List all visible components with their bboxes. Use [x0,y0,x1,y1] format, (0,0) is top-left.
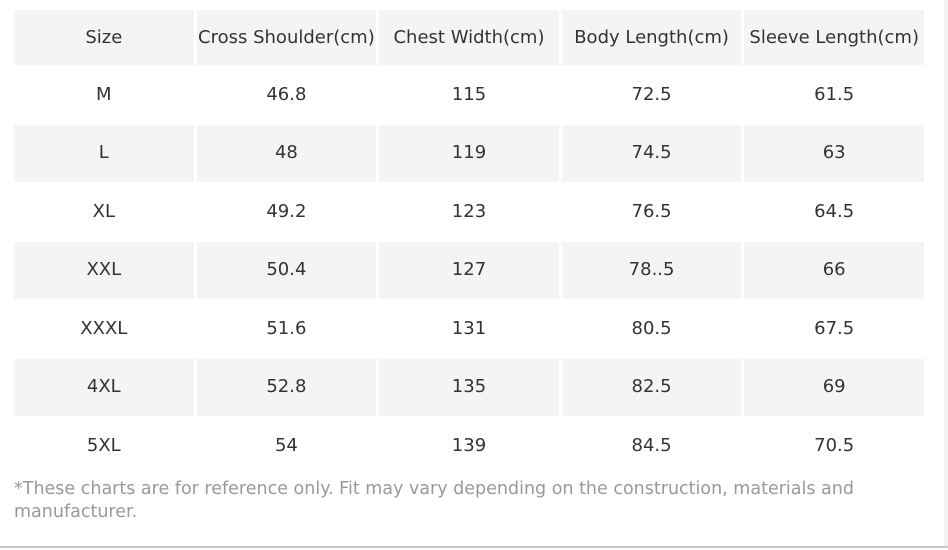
cell-sleeve-length: 70.5 [744,416,924,475]
cell-size: XL [14,182,194,241]
cell-body-length: 72.5 [562,65,742,124]
cell-cross-shoulder: 50.4 [196,240,377,299]
cell-chest-width: 131 [379,299,559,358]
cell-cross-shoulder: 49.2 [197,182,377,241]
table-row: XXL 50.4 127 78..5 66 [14,240,924,299]
cell-sleeve-length: 64.5 [744,182,924,241]
cell-body-length: 74.5 [561,123,742,182]
cell-size: 5XL [14,416,194,475]
cell-body-length: 76.5 [562,182,742,241]
cell-sleeve-length: 63 [744,123,924,182]
cell-body-length: 78..5 [561,240,742,299]
cell-chest-width: 123 [379,182,559,241]
header-sleeve-length: Sleeve Length(cm) [744,10,924,65]
cell-sleeve-length: 67.5 [744,299,924,358]
cell-chest-width: 139 [379,416,559,475]
cell-cross-shoulder: 52.8 [196,357,377,416]
header-cross-shoulder: Cross Shoulder(cm) [196,10,377,65]
cell-chest-width: 135 [379,357,559,416]
cell-body-length: 84.5 [562,416,742,475]
cell-chest-width: 127 [379,240,559,299]
cell-cross-shoulder: 48 [196,123,377,182]
cell-chest-width: 115 [379,65,559,124]
reference-note: *These charts are for reference only. Fi… [14,479,854,522]
cell-size: XXXL [14,299,194,358]
cell-cross-shoulder: 51.6 [197,299,377,358]
table-row: 4XL 52.8 135 82.5 69 [14,357,924,416]
table-header-row: Size Cross Shoulder(cm) Chest Width(cm) … [14,10,924,65]
table-row: M 46.8 115 72.5 61.5 [14,65,924,124]
cell-cross-shoulder: 46.8 [197,65,377,124]
cell-body-length: 80.5 [562,299,742,358]
cell-size: M [14,65,194,124]
header-chest-width: Chest Width(cm) [379,10,559,65]
header-size: Size [14,10,194,65]
cell-sleeve-length: 69 [744,357,924,416]
cell-sleeve-length: 61.5 [744,65,924,124]
cell-chest-width: 119 [379,123,559,182]
cell-sleeve-length: 66 [744,240,924,299]
cell-cross-shoulder: 54 [197,416,377,475]
cell-size: 4XL [14,357,194,416]
size-chart-table: Size Cross Shoulder(cm) Chest Width(cm) … [11,10,927,475]
header-body-length: Body Length(cm) [561,10,742,65]
table-row: XL 49.2 123 76.5 64.5 [14,182,924,241]
bottom-divider [0,546,948,548]
table-row: 5XL 54 139 84.5 70.5 [14,416,924,475]
cell-size: XXL [14,240,194,299]
right-edge-strip [944,0,948,548]
cell-body-length: 82.5 [561,357,742,416]
table-row: L 48 119 74.5 63 [14,123,924,182]
cell-size: L [14,123,194,182]
table-row: XXXL 51.6 131 80.5 67.5 [14,299,924,358]
